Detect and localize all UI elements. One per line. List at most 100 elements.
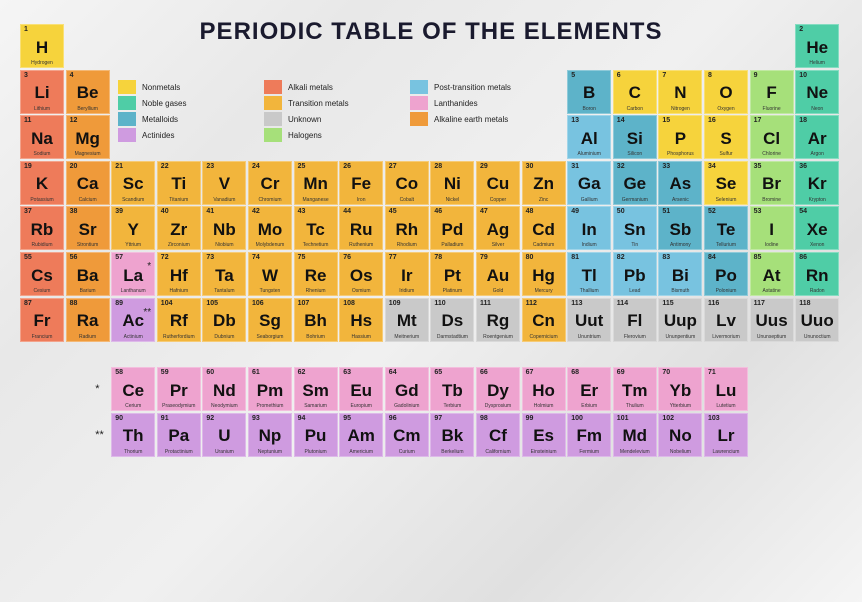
element-symbol: Gd (395, 382, 419, 399)
element-symbol: Yb (670, 382, 692, 399)
atomic-number: 95 (343, 415, 351, 422)
element-name: Roentgenium (477, 334, 519, 340)
element-symbol: Mn (303, 175, 328, 192)
element-cell-se: 34SeSelenium (704, 161, 748, 205)
atomic-number: 39 (115, 208, 123, 215)
element-cell-hs: 108HsHassium (339, 298, 383, 342)
element-symbol: Ag (487, 221, 510, 238)
element-symbol: Pu (305, 427, 327, 444)
legend-swatch (410, 112, 428, 126)
element-name: Antimony (659, 242, 701, 248)
atomic-number: 109 (389, 300, 401, 307)
element-cell-pt: 78PtPlatinum (430, 252, 474, 296)
element-cell-be: 4BeBeryllium (66, 70, 110, 114)
element-cell-cd: 48CdCadmium (522, 206, 566, 250)
atomic-number: 26 (343, 163, 351, 170)
element-symbol: Ne (806, 84, 828, 101)
element-name: Oxygen (705, 106, 747, 112)
element-name: Americium (340, 449, 382, 455)
element-symbol: Se (716, 175, 737, 192)
element-symbol: Th (123, 427, 144, 444)
element-cell-at: 85AtAstatine (750, 252, 794, 296)
element-cell-mo: 42MoMolybdenum (248, 206, 292, 250)
legend-label: Alkaline earth metals (434, 115, 508, 124)
atomic-number: 69 (617, 369, 625, 376)
element-symbol: Fr (34, 312, 51, 329)
element-symbol: K (36, 175, 48, 192)
element-symbol: Co (395, 175, 418, 192)
element-symbol: Pr (170, 382, 188, 399)
element-symbol: Cf (489, 427, 507, 444)
element-cell-in: 49InIndium (567, 206, 611, 250)
element-symbol: Am (347, 427, 374, 444)
atomic-number: 83 (662, 254, 670, 261)
element-cell-ta: 73TaTantalum (202, 252, 246, 296)
element-cell-ag: 47AgSilver (476, 206, 520, 250)
element-cell-co: 27CoCobalt (385, 161, 429, 205)
atomic-number: 96 (389, 415, 397, 422)
element-name: Cadmium (523, 242, 565, 248)
star-marker: ** (143, 307, 151, 318)
element-name: Thorium (112, 449, 154, 455)
atomic-number: 22 (161, 163, 169, 170)
element-symbol: Sn (624, 221, 646, 238)
element-name: Palladium (431, 242, 473, 248)
element-symbol: Pt (444, 267, 461, 284)
element-name: Lawrencium (705, 449, 747, 455)
element-name: Samarium (295, 403, 337, 409)
element-name: Silver (477, 242, 519, 248)
element-cell-al: 13AlAluminium (567, 115, 611, 159)
atomic-number: 94 (298, 415, 306, 422)
atomic-number: 116 (708, 300, 719, 307)
legend-swatch (118, 112, 136, 126)
element-symbol: Ar (808, 130, 827, 147)
element-name: Dubnium (203, 334, 245, 340)
element-cell-no: 102NoNobelium (658, 413, 702, 457)
element-symbol: Be (77, 84, 99, 101)
element-cell-mt: 109MtMeitnerium (385, 298, 429, 342)
atomic-number: 84 (708, 254, 716, 261)
element-symbol: Fl (627, 312, 642, 329)
atomic-number: 31 (571, 163, 579, 170)
element-cell-er: 68ErErbium (567, 367, 611, 411)
element-cell-ga: 31GaGallium (567, 161, 611, 205)
element-cell-v: 23VVanadium (202, 161, 246, 205)
element-cell-rf: 104RfRutherfordium (157, 298, 201, 342)
element-name: Neon (796, 106, 838, 112)
atomic-number: 72 (161, 254, 169, 261)
element-name: Actinium (112, 334, 154, 340)
element-cell-o: 8OOxygen (704, 70, 748, 114)
atomic-number: 36 (799, 163, 807, 170)
element-symbol: Cu (487, 175, 510, 192)
star-marker: * (147, 261, 151, 272)
element-symbol: Kr (808, 175, 827, 192)
element-symbol: W (262, 267, 278, 284)
atomic-number: 102 (662, 415, 674, 422)
atomic-number: 68 (571, 369, 579, 376)
element-symbol: In (582, 221, 597, 238)
element-symbol: Pd (442, 221, 464, 238)
element-name: Mercury (523, 288, 565, 294)
atomic-number: 89 (115, 300, 123, 307)
element-cell-lu: 71LuLutetium (704, 367, 748, 411)
element-cell-te: 52TeTellurium (704, 206, 748, 250)
element-symbol: F (766, 84, 776, 101)
legend-label: Alkali metals (288, 83, 333, 92)
element-name: Einsteinium (523, 449, 565, 455)
element-symbol: Rn (806, 267, 829, 284)
element-symbol: Cn (532, 312, 555, 329)
element-name: Curium (386, 449, 428, 455)
element-cell-os: 76OsOsmium (339, 252, 383, 296)
legend-item-alkaline: Alkaline earth metals (410, 112, 556, 126)
element-cell-xe: 54XeXenon (795, 206, 839, 250)
element-cell-n: 7NNitrogen (658, 70, 702, 114)
element-symbol: B (583, 84, 595, 101)
legend-label: Nonmetals (142, 83, 180, 92)
legend-swatch (118, 96, 136, 110)
element-name: Uranium (203, 449, 245, 455)
atomic-number: 65 (434, 369, 442, 376)
element-symbol: Xe (807, 221, 828, 238)
element-name: Ununpentium (659, 334, 701, 340)
element-name: Beryllium (67, 106, 109, 112)
element-cell-gd: 64GdGadolinium (385, 367, 429, 411)
